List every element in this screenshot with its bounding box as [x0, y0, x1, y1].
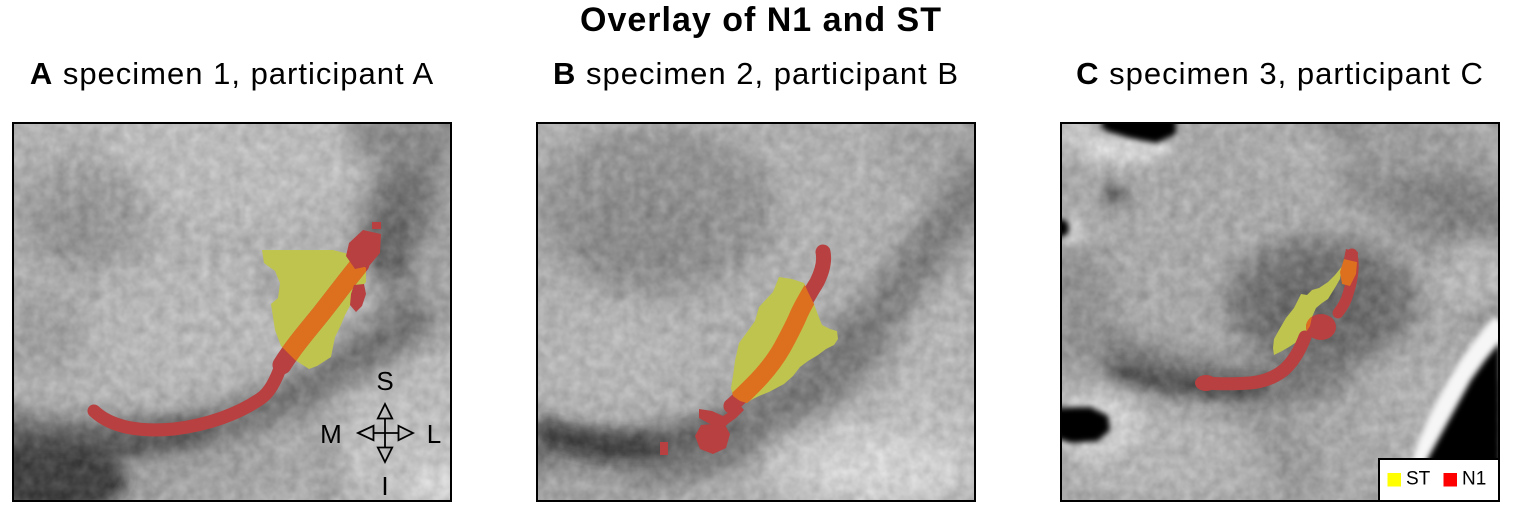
- svg-text:S: S: [376, 366, 393, 396]
- svg-text:ST: ST: [1406, 469, 1431, 490]
- svg-text:L: L: [427, 419, 441, 449]
- svg-text:N1: N1: [1462, 469, 1486, 490]
- svg-text:M: M: [320, 419, 342, 449]
- svg-text:I: I: [381, 471, 388, 501]
